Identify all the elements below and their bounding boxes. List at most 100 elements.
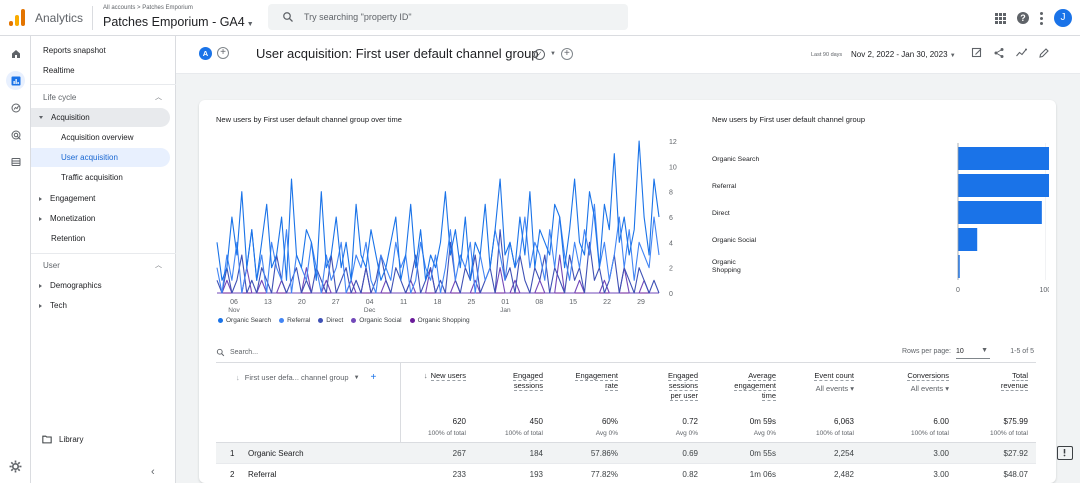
- legend-item[interactable]: Organic Social: [351, 317, 402, 324]
- feedback-icon[interactable]: [1057, 446, 1073, 460]
- nav-monetization[interactable]: Monetization: [31, 209, 170, 228]
- metric-total: $75.99: [1003, 417, 1028, 426]
- metric-header[interactable]: Event count All events ▾: [814, 371, 854, 394]
- comparison-badge[interactable]: A: [199, 47, 212, 60]
- metric-total-sub: Avg 0%: [753, 430, 776, 437]
- chevron-down-icon[interactable]: ▼: [550, 51, 556, 57]
- category-label: Organic: [712, 259, 736, 266]
- table-cell: 267: [452, 449, 466, 458]
- category-label: Shopping: [712, 267, 741, 274]
- property-selector[interactable]: Patches Emporium - GA4 ▼: [103, 15, 254, 29]
- advertising-icon: [11, 130, 21, 140]
- legend-item[interactable]: Organic Shopping: [409, 317, 470, 324]
- nav-retention[interactable]: Retention: [51, 234, 86, 243]
- table-search-placeholder: Search...: [230, 349, 259, 356]
- more-vert-icon[interactable]: [1040, 11, 1043, 25]
- customize-report-icon[interactable]: [971, 47, 983, 59]
- add-comparison-plus-icon[interactable]: +: [217, 47, 229, 59]
- x-tick-sublabel: Jan: [500, 307, 511, 314]
- bar-organic-shopping: [958, 255, 960, 278]
- x-tick-sublabel: Nov: [228, 307, 240, 314]
- add-dimension-plus-icon[interactable]: +: [370, 372, 377, 383]
- chevron-up-icon[interactable]: ︿: [155, 94, 162, 101]
- legend-item[interactable]: Referral: [279, 317, 310, 324]
- bar-chart[interactable]: 0100200300Organic SearchReferralDirectOr…: [709, 135, 1049, 315]
- analytics-logo-icon[interactable]: [9, 8, 25, 26]
- nav-section-lifecycle[interactable]: Life cycle: [43, 93, 77, 102]
- nav-monetization-label: Monetization: [50, 214, 96, 223]
- insights-icon[interactable]: [1015, 47, 1028, 59]
- event-selector[interactable]: All events ▾: [910, 384, 949, 393]
- settings-gear-icon[interactable]: [9, 460, 22, 475]
- search-bar[interactable]: Try searching "property ID": [268, 4, 628, 30]
- metric-header-label: Engaged: [512, 371, 543, 381]
- rail-configure[interactable]: [6, 152, 25, 171]
- table-row[interactable]: 2 Referral 233 193 77.82% 0.82 1m 06s 2,482 3.00…: [216, 464, 1036, 483]
- y-tick-label: 12: [669, 139, 677, 146]
- metric-header[interactable]: Conversions All events ▾: [907, 371, 949, 394]
- nav-section-user[interactable]: User: [43, 261, 60, 270]
- nav-library[interactable]: Library: [42, 435, 83, 444]
- metric-header[interactable]: Average engagement time: [734, 371, 776, 401]
- rail-reports[interactable]: [6, 71, 25, 90]
- chevron-up-icon[interactable]: ︿: [155, 262, 162, 269]
- nav-traffic-acquisition[interactable]: Traffic acquisition: [61, 173, 123, 182]
- metric-header-label: New users: [430, 371, 466, 381]
- metric-header[interactable]: Engagement rate: [575, 371, 618, 391]
- dimension-selector[interactable]: ↓ First user defa... channel group ▼ +: [236, 372, 376, 383]
- nav-tech[interactable]: Tech: [31, 296, 170, 315]
- share-icon[interactable]: [993, 47, 1005, 59]
- y-tick-label: 8: [669, 190, 673, 197]
- legend-item[interactable]: Direct: [318, 317, 343, 324]
- rail-explore[interactable]: [6, 98, 25, 117]
- breadcrumb[interactable]: All accounts > Patches Emporium: [103, 5, 193, 11]
- row-dimension: Organic Search: [248, 449, 304, 458]
- report-card: New users by First user default channel …: [199, 100, 1056, 483]
- date-range-selector[interactable]: Nov 2, 2022 - Jan 30, 2023 ▼: [851, 50, 956, 59]
- apps-grid-icon[interactable]: [995, 12, 1006, 24]
- collapse-nav-chevron-left-icon[interactable]: ‹: [151, 466, 155, 478]
- metric-header[interactable]: Total revenue: [1000, 371, 1028, 391]
- nav-realtime[interactable]: Realtime: [43, 66, 75, 75]
- x-tick-label: 04: [366, 299, 374, 306]
- metric-header-label: sessions: [668, 381, 698, 391]
- rail-home[interactable]: [6, 44, 25, 63]
- table-search[interactable]: Search...: [216, 348, 258, 357]
- metric-column: Total revenue $75.99 100% of total: [953, 363, 1028, 443]
- event-selector[interactable]: All events ▾: [815, 384, 854, 393]
- x-tick-label: 29: [637, 299, 645, 306]
- add-filter-plus-icon[interactable]: +: [560, 48, 573, 60]
- table-cell: 0m 55s: [749, 449, 776, 458]
- rail-advertising[interactable]: [6, 125, 25, 144]
- nav-engagement[interactable]: Engagement: [31, 189, 170, 208]
- nav-acquisition-overview[interactable]: Acquisition overview: [61, 133, 134, 142]
- x-tick-label: 08: [535, 299, 543, 306]
- table-cell: 1m 06s: [749, 470, 776, 479]
- nav-demographics[interactable]: Demographics: [31, 276, 170, 295]
- metric-header-label: Event count: [814, 371, 854, 381]
- table-cell: 3.00: [933, 449, 949, 458]
- metric-total: 450: [529, 417, 543, 426]
- edit-pencil-icon[interactable]: [1038, 47, 1050, 59]
- x-tick-label: 13: [264, 299, 272, 306]
- metric-header[interactable]: Engaged sessions per user: [667, 371, 698, 401]
- metric-header[interactable]: ↓ New users: [424, 371, 466, 381]
- table-row[interactable]: 1 Organic Search 267 184 57.86% 0.69 0m 55s 2,2…: [216, 443, 1036, 464]
- legend-item[interactable]: Organic Search: [218, 317, 271, 324]
- table-header: ↓ First user defa... channel group ▼ + ↓…: [216, 363, 1036, 443]
- nav-engagement-label: Engagement: [50, 194, 96, 203]
- x-tick-label: 18: [434, 299, 442, 306]
- chevron-down-icon: ▼: [949, 53, 956, 59]
- nav-acquisition[interactable]: Acquisition: [31, 108, 170, 127]
- account-avatar[interactable]: J: [1054, 9, 1072, 27]
- chevron-down-icon: ▼: [353, 374, 360, 381]
- nav-user-acquisition[interactable]: User acquisition: [31, 148, 170, 167]
- help-icon[interactable]: ?: [1017, 12, 1029, 24]
- check-circle-icon[interactable]: ✓: [534, 48, 545, 60]
- rows-per-page-select[interactable]: 10 ▼: [956, 345, 990, 359]
- nav-reports-snapshot[interactable]: Reports snapshot: [43, 46, 106, 55]
- search-icon: [216, 348, 225, 357]
- row-dimension: Referral: [248, 470, 277, 479]
- metric-header[interactable]: Engaged sessions: [512, 371, 543, 391]
